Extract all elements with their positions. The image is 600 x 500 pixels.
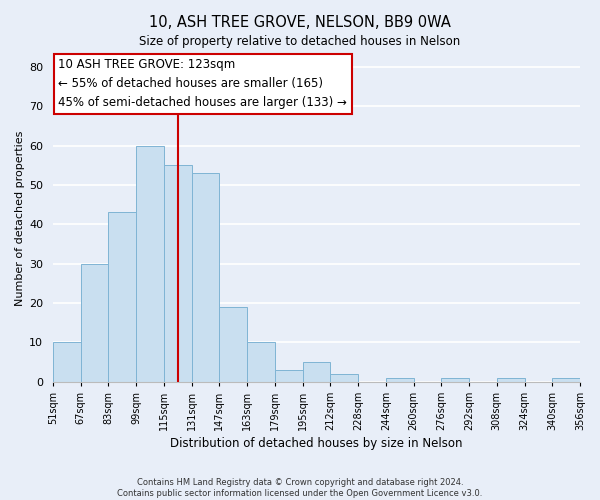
Bar	[247, 342, 275, 382]
Bar	[275, 370, 302, 382]
Bar	[136, 146, 164, 382]
Text: Size of property relative to detached houses in Nelson: Size of property relative to detached ho…	[139, 35, 461, 48]
Bar	[442, 378, 469, 382]
Bar	[81, 264, 109, 382]
Text: 10, ASH TREE GROVE, NELSON, BB9 0WA: 10, ASH TREE GROVE, NELSON, BB9 0WA	[149, 15, 451, 30]
Bar	[109, 212, 136, 382]
Text: Contains HM Land Registry data © Crown copyright and database right 2024.
Contai: Contains HM Land Registry data © Crown c…	[118, 478, 482, 498]
Bar	[302, 362, 331, 382]
Bar	[552, 378, 580, 382]
Bar	[191, 173, 220, 382]
Bar	[386, 378, 413, 382]
Bar	[331, 374, 358, 382]
X-axis label: Distribution of detached houses by size in Nelson: Distribution of detached houses by size …	[170, 437, 463, 450]
Bar	[220, 307, 247, 382]
Y-axis label: Number of detached properties: Number of detached properties	[15, 130, 25, 306]
Text: 10 ASH TREE GROVE: 123sqm
← 55% of detached houses are smaller (165)
45% of semi: 10 ASH TREE GROVE: 123sqm ← 55% of detac…	[58, 58, 347, 110]
Bar	[497, 378, 524, 382]
Bar	[53, 342, 81, 382]
Bar	[164, 165, 191, 382]
